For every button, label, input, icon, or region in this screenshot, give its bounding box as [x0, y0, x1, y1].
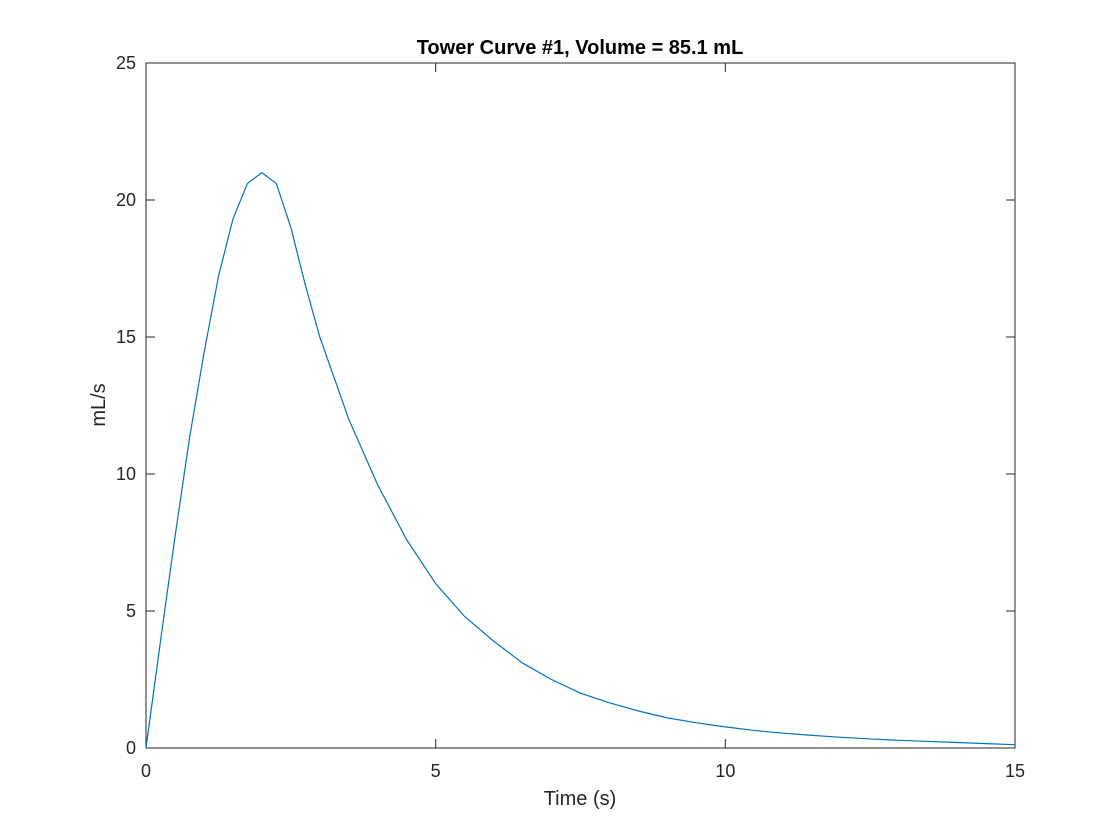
y-tick-label: 10	[116, 464, 136, 484]
plot-area	[145, 62, 1016, 749]
x-tick-label: 5	[431, 761, 441, 781]
y-tick-label: 20	[116, 190, 136, 210]
y-tick-label: 25	[116, 53, 136, 73]
y-tick-label: 5	[126, 601, 136, 621]
x-tick-label: 10	[715, 761, 735, 781]
x-tick-label: 0	[141, 761, 151, 781]
axis-ticks: 0 5 10 15 0 5 10 15 20 25	[116, 53, 1025, 781]
series-group	[145, 172, 1016, 749]
y-axis-label: mL/s	[88, 383, 110, 426]
series-line-0	[145, 172, 1016, 749]
y-tick-label: 15	[116, 327, 136, 347]
x-axis-label: Time (s)	[544, 788, 617, 810]
x-tick-label: 15	[1005, 761, 1025, 781]
chart-title: Tower Curve #1, Volume = 85.1 mL	[417, 37, 744, 59]
y-tick-label: 0	[126, 738, 136, 758]
